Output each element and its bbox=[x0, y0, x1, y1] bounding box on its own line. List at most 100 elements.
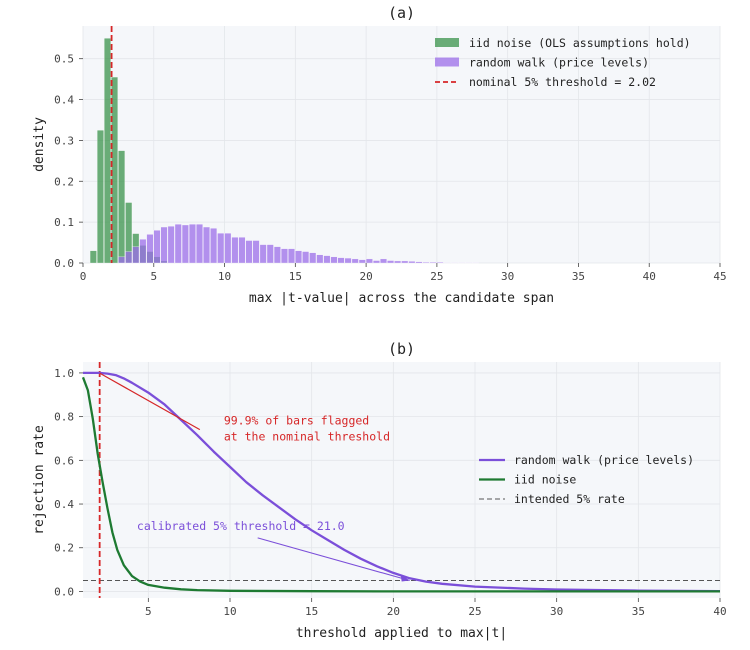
random-walk-bar bbox=[309, 252, 317, 264]
random-walk-bar bbox=[189, 224, 196, 264]
panel-b-x-tick-label: 35 bbox=[632, 605, 645, 618]
panel-b-y-tick-label: 0.8 bbox=[54, 411, 74, 424]
random-walk-bar bbox=[210, 228, 218, 264]
random-walk-bar bbox=[153, 230, 161, 264]
legend-entry-iid-noise-swatch bbox=[435, 38, 459, 47]
random-walk-bar bbox=[252, 240, 260, 264]
panel-b-y-axis-label: rejection rate bbox=[32, 425, 47, 535]
random-walk-bar bbox=[373, 260, 380, 264]
random-walk-bar bbox=[323, 255, 331, 264]
random-walk-bar bbox=[281, 248, 288, 264]
random-walk-bar bbox=[259, 244, 267, 264]
panel-b-y-tick-label: 0.2 bbox=[54, 542, 74, 555]
annotation-arrowhead-calibrated bbox=[400, 574, 410, 582]
random-walk-bar bbox=[408, 261, 416, 264]
panel-a-x-tick-label: 15 bbox=[289, 270, 302, 283]
random-walk-bar bbox=[181, 224, 189, 264]
legend-entry-nominal-threshold: nominal 5% threshold = 2.02 bbox=[469, 75, 656, 89]
panel-b-x-tick-label: 5 bbox=[145, 605, 152, 618]
random-walk-bar bbox=[125, 251, 133, 264]
random-walk-curve bbox=[83, 371, 721, 593]
random-walk-bar bbox=[295, 250, 302, 264]
random-walk-bar bbox=[337, 257, 345, 264]
panel-a-x-axis-label: max |t-value| across the candidate span bbox=[249, 291, 554, 306]
legend-entry-intended-rate: intended 5% rate bbox=[514, 492, 625, 506]
panel-a-x-tick-label: 40 bbox=[643, 270, 656, 283]
panel-a-y-tick-label: 0.5 bbox=[54, 53, 74, 66]
panel-a-x-tick-label: 30 bbox=[501, 270, 514, 283]
panel-a-x-tick-label: 10 bbox=[218, 270, 231, 283]
random-walk-bar bbox=[422, 262, 430, 264]
random-walk-bar bbox=[132, 246, 140, 264]
panel-a-y-tick-label: 0.1 bbox=[54, 216, 74, 229]
panel-a-x-tick-label: 0 bbox=[80, 270, 87, 283]
legend-entry-iid-noise: iid noise (OLS assumptions hold) bbox=[469, 36, 691, 50]
random-walk-bar bbox=[380, 258, 387, 264]
panel-b-x-axis-label: threshold applied to max|t| bbox=[296, 626, 507, 641]
panel-a-x-tick-label: 35 bbox=[572, 270, 585, 283]
panel-a-y-tick-label: 0.3 bbox=[54, 134, 74, 147]
panel-b-y-tick-label: 0.0 bbox=[54, 585, 74, 598]
random-walk-bar bbox=[302, 251, 310, 264]
random-walk-bar bbox=[231, 237, 239, 264]
random-walk-bar bbox=[316, 254, 324, 264]
random-walk-bar bbox=[387, 260, 394, 264]
random-walk-bar bbox=[217, 233, 225, 264]
legend-entry-random-walk-swatch bbox=[435, 57, 459, 67]
panel-b-y-tick-label: 0.6 bbox=[54, 454, 74, 467]
annotation-arrow-calibrated bbox=[257, 537, 410, 582]
random-walk-bar bbox=[330, 256, 338, 264]
random-walk-bar bbox=[203, 226, 210, 264]
random-walk-bar bbox=[146, 234, 154, 264]
random-walk-bar bbox=[365, 258, 373, 264]
annotation-flagged-line-1: 99.9% of bars flagged bbox=[224, 414, 369, 428]
random-walk-bar bbox=[245, 240, 253, 264]
legend-entry-iid-noise-b: iid noise bbox=[514, 473, 576, 487]
panel-b-x-tick-label: 15 bbox=[305, 605, 318, 618]
random-walk-bar bbox=[266, 244, 274, 264]
random-walk-bar bbox=[224, 233, 232, 264]
random-walk-bar bbox=[429, 262, 437, 264]
random-walk-bar bbox=[118, 256, 126, 264]
panel-a-y-tick-label: 0.2 bbox=[54, 175, 74, 188]
iid-noise-bar bbox=[89, 250, 97, 264]
panel-a-plot-area bbox=[83, 26, 720, 263]
random-walk-bar bbox=[167, 226, 175, 264]
iid-noise-bar bbox=[104, 38, 111, 264]
random-walk-bar bbox=[358, 259, 366, 264]
panel-b-x-tick-label: 30 bbox=[550, 605, 563, 618]
panel-a-x-tick-label: 45 bbox=[713, 270, 726, 283]
annotation-flagged-line-2: at the nominal threshold bbox=[224, 430, 390, 444]
annotation-arrow-flagged bbox=[99, 372, 201, 431]
panel-a-x-tick-label: 20 bbox=[359, 270, 372, 283]
random-walk-bar bbox=[273, 246, 281, 264]
random-walk-bar bbox=[288, 248, 295, 264]
iid-noise-bar bbox=[118, 150, 126, 264]
panel-b-x-tick-label: 25 bbox=[468, 605, 481, 618]
random-walk-bar bbox=[174, 224, 182, 264]
panel-b-x-tick-label: 20 bbox=[387, 605, 400, 618]
random-walk-bar bbox=[415, 261, 423, 264]
random-walk-bar bbox=[160, 226, 168, 264]
legend-entry-random-walk-b: random walk (price levels) bbox=[514, 453, 694, 467]
panel-a-x-tick-label: 5 bbox=[150, 270, 157, 283]
iid-noise-curve bbox=[81, 376, 720, 593]
random-walk-bar bbox=[238, 237, 246, 264]
panel-b-y-tick-label: 0.4 bbox=[54, 498, 74, 511]
random-walk-bar bbox=[436, 262, 444, 264]
panel-b-plot-area bbox=[83, 362, 720, 598]
panel-a-title: (a) bbox=[388, 4, 415, 22]
random-walk-bar bbox=[344, 257, 352, 264]
panel-b-x-tick-label: 10 bbox=[223, 605, 236, 618]
panel-a-y-tick-label: 0.4 bbox=[54, 94, 74, 107]
panel-b-x-tick-label: 40 bbox=[713, 605, 726, 618]
iid-noise-bar bbox=[97, 130, 104, 264]
panel-a-y-axis-label: density bbox=[32, 117, 47, 172]
legend-entry-random-walk: random walk (price levels) bbox=[469, 56, 649, 70]
panel-a-x-tick-label: 25 bbox=[430, 270, 443, 283]
random-walk-bar bbox=[401, 260, 409, 264]
panel-b-y-tick-label: 1.0 bbox=[54, 367, 74, 380]
panel-a-y-tick-label: 0.0 bbox=[54, 257, 74, 270]
random-walk-bar bbox=[351, 258, 359, 264]
